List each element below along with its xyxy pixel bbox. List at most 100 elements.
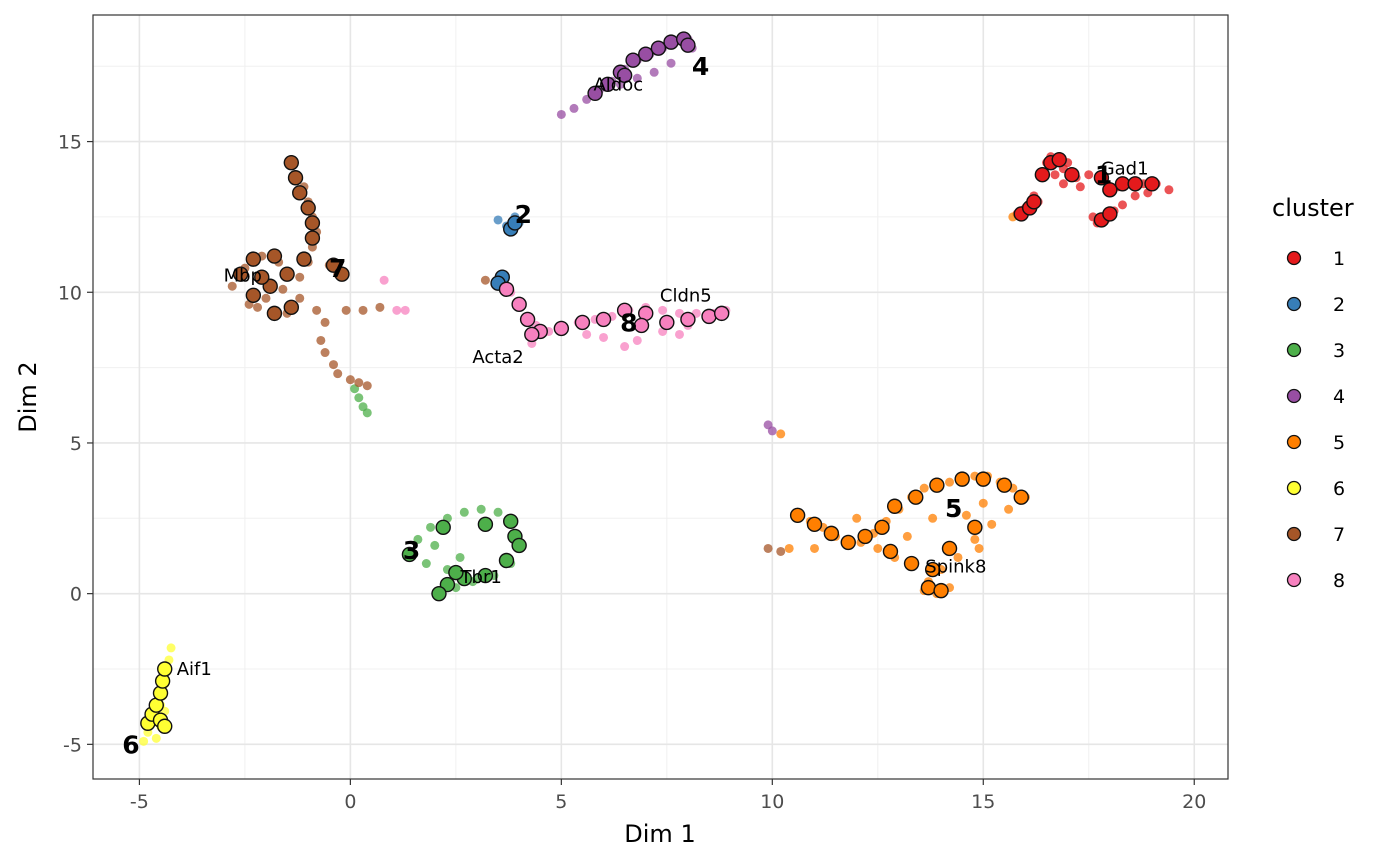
y-tick-label: -5: [63, 734, 82, 756]
cluster-4-marker-point: [600, 76, 616, 93]
legend-key-3: [1286, 342, 1302, 358]
cluster-5-marker-point: [941, 540, 958, 557]
gene-label-mbp: Mbp: [224, 266, 262, 287]
labels-layer: 1 2 3 4 5 6 7 8 Gad1 Aldoc Mbp Cldn5 Acta2 Tbr1 Spink8…: [122, 52, 1148, 759]
cluster-8-marker-point: [511, 296, 527, 313]
cluster-label-7: 7: [329, 254, 346, 283]
cluster-7-point: [480, 275, 490, 285]
x-tick-label: 15: [971, 791, 995, 813]
cluster-4-point: [649, 67, 659, 77]
cluster-5-point: [776, 429, 786, 439]
cluster-7-point: [776, 546, 786, 556]
cluster-8-marker-point: [659, 314, 675, 331]
cluster-5-point: [810, 543, 820, 553]
cluster-1-point: [1050, 170, 1060, 180]
cluster-8-point: [674, 329, 684, 339]
legend-key-7: [1286, 526, 1302, 542]
cluster-3-point: [459, 507, 469, 517]
cluster-4-marker-point: [663, 34, 679, 50]
legend-key-6: [1286, 480, 1302, 496]
cluster-6-point: [151, 733, 161, 743]
gene-label-spink8: Spink8: [925, 557, 986, 578]
legend-label-2: 2: [1333, 294, 1345, 316]
cluster-1-point: [1118, 200, 1128, 210]
gene-label-acta2: Acta2: [472, 347, 523, 368]
cluster-5-point: [987, 519, 997, 529]
cluster-6-point: [139, 736, 149, 746]
x-tick-label: 0: [344, 791, 356, 813]
grid-major: [93, 15, 1228, 779]
cluster-8-point: [379, 275, 389, 285]
cluster-6-point: [166, 643, 176, 653]
cluster-8-marker-point: [633, 317, 650, 334]
cluster-5-point: [970, 534, 980, 544]
cluster-7-marker-point: [279, 266, 295, 282]
cluster-3-point: [455, 552, 465, 562]
legend-label-5: 5: [1333, 432, 1345, 454]
cluster-label-6: 6: [122, 730, 139, 759]
cluster-5-point: [1004, 504, 1014, 514]
cluster-8-marker-point: [680, 311, 696, 328]
cluster-5-point: [953, 552, 963, 562]
cluster-6-marker-point: [157, 718, 173, 734]
legend-key-5: [1286, 434, 1302, 450]
x-tick-label: -5: [130, 791, 149, 813]
cluster-1-marker-point: [1064, 167, 1080, 183]
gene-label-cldn5: Cldn5: [660, 285, 712, 306]
cluster-4-marker-point: [616, 67, 633, 83]
cluster-7-point: [253, 302, 263, 312]
cluster-5-point: [978, 498, 988, 508]
cluster-1-point: [1130, 191, 1140, 201]
cluster-1-marker-point: [1102, 206, 1118, 222]
cluster-7-point: [333, 369, 343, 379]
cluster-7-point: [362, 381, 372, 391]
cluster-8-marker-point: [616, 302, 633, 319]
cluster-label-2: 2: [515, 200, 532, 229]
cluster-label-3: 3: [403, 536, 420, 565]
plot-border: [92, 14, 1229, 780]
cluster-5-point: [784, 543, 794, 553]
cluster-3-point: [354, 393, 364, 403]
y-tick-label: 10: [58, 282, 82, 304]
cluster-5-marker-point: [882, 543, 899, 560]
cluster-6-marker-point: [157, 661, 173, 677]
cluster-8-point: [400, 305, 410, 315]
x-tick-label: 5: [555, 791, 567, 813]
cluster-3-marker-point: [498, 552, 515, 569]
cluster-8-marker-point: [524, 326, 540, 343]
cluster-7-point: [316, 335, 326, 345]
cluster-5-marker-point: [967, 519, 983, 536]
cluster-1-marker-point: [1102, 182, 1118, 198]
cluster-5-marker-point: [886, 498, 903, 514]
cluster-7-marker-point: [283, 154, 300, 171]
legend-key-2: [1286, 296, 1302, 312]
cluster-5-marker-point: [929, 477, 945, 493]
cluster-5-marker-point: [920, 579, 937, 596]
cluster-5-marker-point: [903, 555, 920, 572]
cluster-8-point: [632, 335, 642, 345]
cluster-5-marker-point: [1013, 489, 1029, 505]
cluster-label-5: 5: [945, 494, 962, 523]
cluster-1-marker-point: [1051, 151, 1067, 168]
cluster-7-marker-point: [287, 170, 304, 186]
y-tick-label: 0: [70, 584, 82, 606]
cluster-4-point: [556, 109, 566, 119]
legend: cluster 1 2 3 4 5 6 7 8: [1272, 194, 1354, 592]
cluster-4-marker-point: [638, 46, 654, 62]
y-axis-title: Dim 2: [14, 361, 42, 432]
cluster-3-point: [413, 534, 423, 544]
cluster-1-marker-point: [1144, 176, 1160, 192]
cluster-5-marker-point: [823, 525, 840, 542]
cluster-7-marker-point: [334, 266, 350, 282]
cluster-8-point: [599, 332, 609, 342]
cluster-3-marker-point: [401, 546, 418, 563]
cluster-3-marker-point: [477, 567, 494, 584]
x-tick-label: 10: [760, 791, 784, 813]
cluster-3-point: [426, 522, 436, 532]
legend-label-8: 8: [1333, 570, 1345, 592]
cluster-4-marker-point: [587, 85, 603, 102]
cluster-7-marker-point: [292, 185, 308, 201]
cluster-1-marker-point: [1093, 170, 1110, 186]
cluster-3-marker-point: [477, 516, 494, 533]
cluster-7-point: [295, 272, 305, 282]
